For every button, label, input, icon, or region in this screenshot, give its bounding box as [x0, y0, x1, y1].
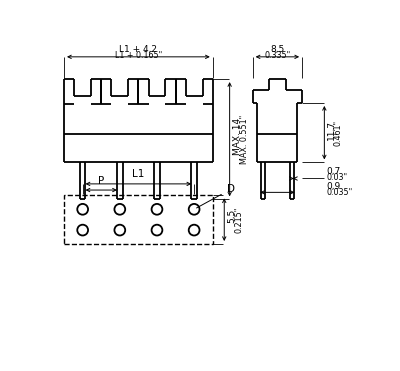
Text: 0.035": 0.035" — [327, 188, 353, 197]
Text: 8,5: 8,5 — [270, 45, 284, 54]
Text: D: D — [196, 184, 234, 208]
Text: 5,5: 5,5 — [227, 209, 236, 223]
Text: 0,9: 0,9 — [327, 182, 341, 191]
Text: MAX. 0.551": MAX. 0.551" — [240, 115, 249, 164]
Text: 0.335": 0.335" — [264, 51, 290, 60]
Text: L1 + 4,2: L1 + 4,2 — [119, 45, 157, 54]
Text: 0,7: 0,7 — [327, 167, 341, 176]
Text: 0.215": 0.215" — [234, 207, 243, 233]
Text: L1 + 0.165": L1 + 0.165" — [115, 51, 162, 60]
Text: 0.461": 0.461" — [334, 119, 342, 146]
Text: 0.03": 0.03" — [327, 173, 348, 182]
Text: P: P — [98, 176, 104, 186]
Text: 11,7: 11,7 — [327, 120, 336, 140]
Text: L1: L1 — [132, 169, 144, 179]
Bar — [64, 196, 213, 244]
Text: MAX. 14: MAX. 14 — [234, 118, 242, 155]
